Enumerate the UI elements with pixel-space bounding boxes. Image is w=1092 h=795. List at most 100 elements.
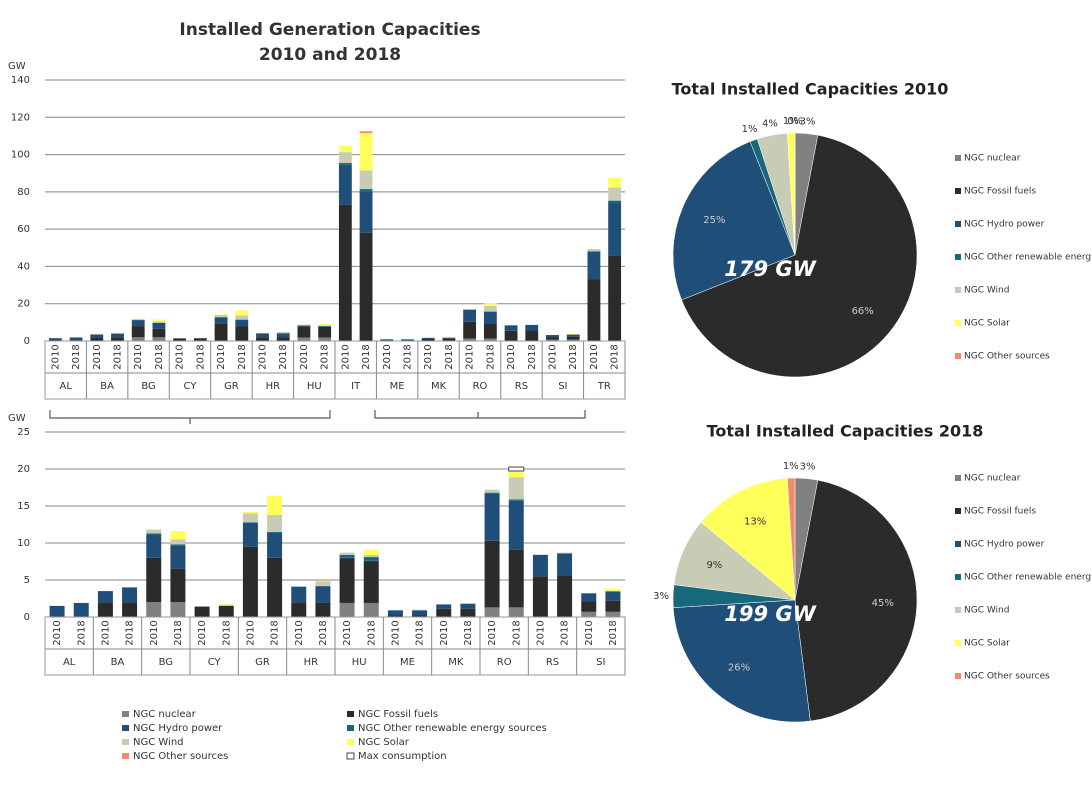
legend-label: NGC Other sources (133, 751, 228, 762)
bar-segment (483, 324, 497, 339)
legend-label: NGC Hydro power (133, 723, 223, 734)
legend-swatch (955, 221, 961, 227)
group-label: TR (597, 381, 611, 392)
group-label: GR (255, 657, 270, 668)
group-label: RS (546, 657, 559, 668)
bar-segment (412, 609, 428, 611)
x-tick-label: 2018 (610, 344, 621, 369)
bar-segment (504, 325, 518, 331)
x-tick-label: 2018 (560, 620, 571, 645)
bar-segment (359, 189, 373, 192)
bar-segment (605, 588, 621, 592)
legend-label: NGC Other renewable energy sources (358, 723, 547, 734)
bar-segment (525, 324, 539, 331)
x-tick-label: 2018 (278, 344, 289, 369)
pie-slice (672, 141, 796, 301)
bar-segment (421, 338, 435, 341)
legend-swatch (955, 541, 961, 547)
bar-segment (587, 248, 601, 252)
bar-segment (218, 605, 234, 617)
y-tick-label: 100 (11, 150, 30, 161)
bar-segment (214, 323, 228, 341)
bar-segment (532, 576, 548, 617)
bar-segment (97, 591, 113, 603)
x-tick-label: 2018 (485, 344, 496, 369)
x-tick-label: 2010 (52, 620, 63, 645)
bar-segment (359, 133, 373, 171)
y-tick-label: 80 (17, 187, 30, 198)
y-tick-label: 120 (11, 112, 30, 123)
group-label: RS (515, 381, 528, 392)
legend-label: Max consumption (358, 751, 447, 762)
bar-segment (566, 339, 580, 341)
x-tick-label: 2010 (50, 344, 61, 369)
bar-segment (463, 308, 477, 310)
bar-segment (359, 232, 373, 341)
group-label: CY (208, 657, 222, 668)
x-tick-label: 2010 (465, 344, 476, 369)
x-tick-label: 2010 (548, 344, 559, 369)
bar-segment (460, 603, 476, 609)
x-tick-label: 2010 (390, 620, 401, 645)
legend-swatch (122, 711, 129, 717)
bar-segment (146, 557, 162, 603)
bar-segment (363, 557, 379, 561)
x-tick-label: 2018 (444, 344, 455, 369)
pie-slice (681, 134, 918, 378)
bar-segment (242, 523, 258, 547)
bar-segment (363, 602, 379, 617)
bar-segment (380, 339, 394, 341)
bar-segment (484, 493, 500, 541)
bar-segment (97, 602, 113, 617)
slice-label: 25% (703, 215, 725, 226)
y-tick-label: 0 (24, 612, 30, 623)
bar-segment (608, 187, 622, 201)
x-tick-label: 2010 (100, 620, 111, 645)
bar-segment (146, 533, 162, 535)
bar-segment (315, 585, 331, 587)
group-label: HU (307, 381, 322, 392)
legend-swatch (346, 752, 355, 760)
bar-segment (608, 203, 622, 256)
bar-segment (608, 255, 622, 341)
bar-segment (267, 532, 283, 558)
bar-segment (276, 337, 290, 341)
group-label: AL (63, 657, 76, 668)
bar-segment (297, 324, 311, 326)
y-tick-label: 60 (17, 224, 30, 235)
slice-label: 0% (787, 116, 803, 127)
y-tick-label: 15 (17, 501, 30, 512)
slice-label: 3% (800, 462, 816, 473)
x-tick-label: 2018 (320, 344, 331, 369)
bar-segment (193, 338, 207, 341)
bar-segment (412, 610, 428, 616)
x-tick-label: 2010 (589, 344, 600, 369)
x-tick-label: 2010 (299, 344, 310, 369)
legend-swatch (955, 353, 961, 359)
chart-title: Installed Generation Capacities (179, 20, 480, 40)
legend-label: NGC Wind (964, 606, 1009, 616)
bar-segment (256, 337, 269, 341)
pie-slice (700, 477, 796, 601)
bar-segment (69, 337, 83, 341)
bar-segment (152, 322, 166, 329)
x-tick-label: 2010 (149, 620, 160, 645)
bar-segment (483, 305, 497, 312)
bar-segment (194, 606, 210, 617)
bar-segment (401, 339, 414, 341)
pie-slice (672, 599, 811, 723)
group-label: HU (352, 657, 367, 668)
group-label: BG (141, 381, 155, 392)
slice-label: 66% (852, 306, 874, 317)
group-label: ME (400, 657, 415, 668)
x-tick-label: 2010 (216, 344, 227, 369)
bar-segment (581, 611, 597, 617)
bar-segment (484, 489, 500, 493)
legend-swatch (122, 725, 129, 731)
legend-swatch (347, 739, 354, 745)
bar-segment (170, 531, 186, 540)
bar-segment (546, 335, 559, 338)
bar-segment (170, 602, 186, 617)
slice-label: 3% (653, 591, 669, 602)
legend-swatch (347, 711, 354, 717)
